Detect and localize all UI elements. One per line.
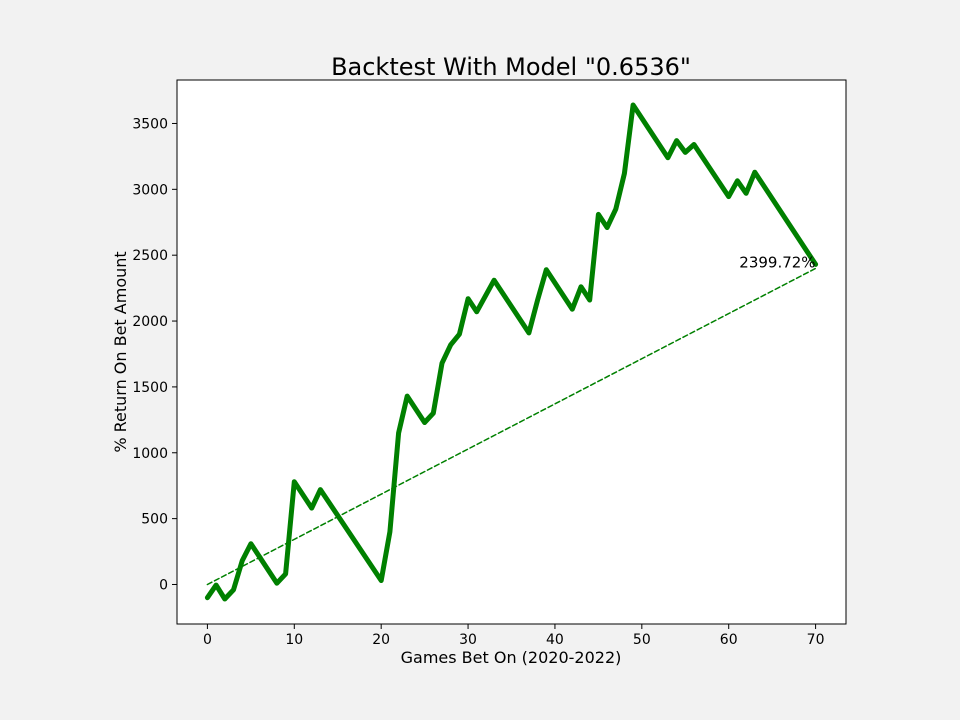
x-tick-label: 50 [633, 632, 651, 648]
chart-title: Backtest With Model "0.6536" [331, 53, 691, 81]
x-tick-label: 10 [285, 632, 303, 648]
y-tick-label: 1000 [132, 446, 168, 462]
x-tick-label: 20 [372, 632, 390, 648]
plot-area [176, 79, 847, 625]
y-axis-ticks: 0 500 1000 1500 2000 2500 3000 3500 [132, 116, 177, 593]
x-tick-label: 70 [807, 632, 825, 648]
x-axis-ticks: 0 10 20 30 40 50 60 70 [203, 624, 825, 648]
annotation-group: 2399.72% [739, 253, 815, 271]
y-tick-label: 2500 [132, 248, 168, 264]
y-tick-label: 3000 [132, 182, 168, 198]
x-tick-label: 30 [459, 632, 477, 648]
x-axis-label: Games Bet On (2020-2022) [401, 648, 622, 667]
y-tick-label: 500 [141, 512, 168, 528]
y-tick-label: 2000 [132, 314, 168, 330]
series-group [204, 102, 819, 602]
y-axis-label: % Return On Bet Amount [111, 251, 130, 452]
x-tick-label: 60 [720, 632, 738, 648]
y-tick-label: 0 [159, 577, 168, 593]
y-tick-label: 3500 [132, 116, 168, 132]
x-tick-label: 40 [546, 632, 564, 648]
x-tick-label: 0 [203, 632, 212, 648]
return-line [204, 102, 819, 602]
y-tick-label: 1500 [132, 380, 168, 396]
trend-line [206, 267, 817, 586]
final-return-label: 2399.72% [739, 253, 815, 271]
